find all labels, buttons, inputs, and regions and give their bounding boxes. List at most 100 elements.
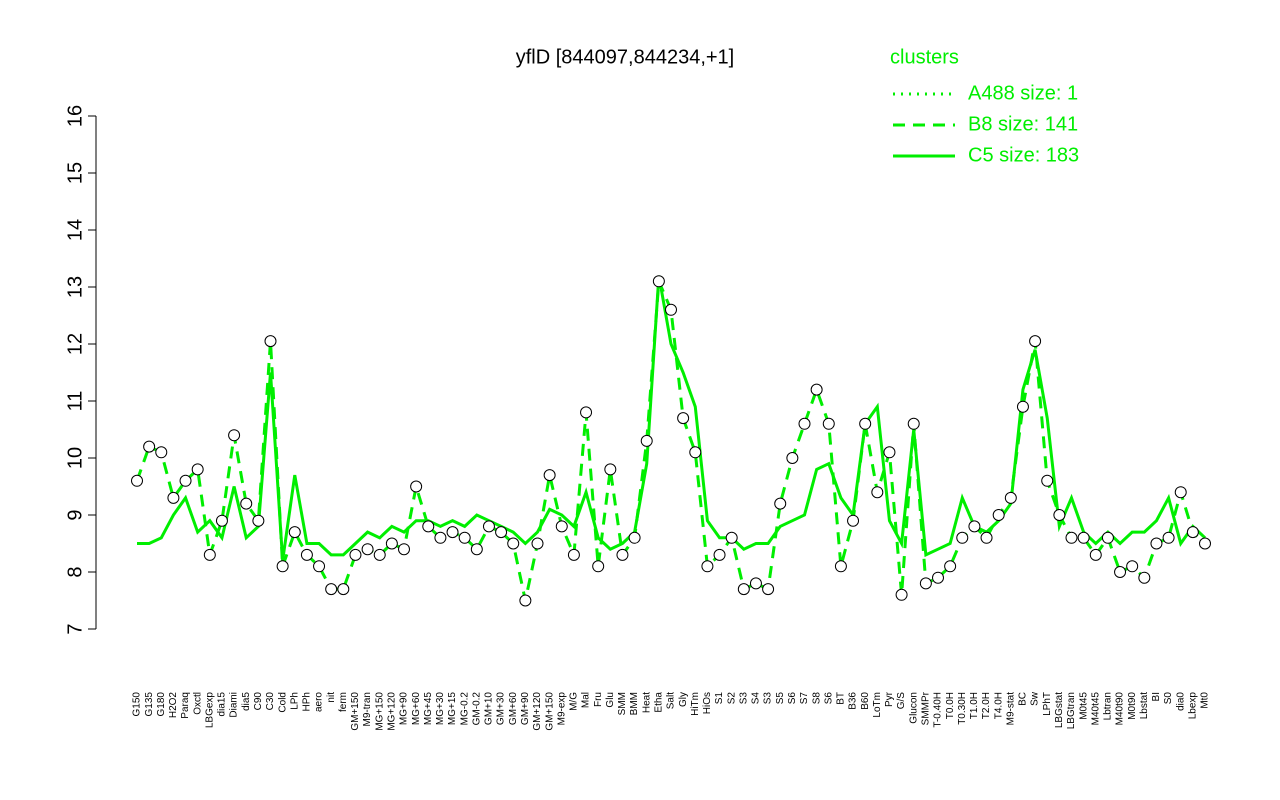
x-tick-label: H2O2 [168, 692, 179, 719]
x-tick-label: GM+150 [350, 692, 361, 731]
x-tick-label: LBGtran [1066, 692, 1077, 729]
data-point [264, 335, 277, 348]
x-tick-label: C90 [253, 692, 264, 711]
chart-title: yflD [844097,844234,+1] [516, 46, 735, 68]
x-tick-label: MG+15 [447, 692, 458, 726]
y-tick-label: 12 [64, 333, 86, 355]
data-point [616, 548, 629, 561]
x-tick-label: GM+150 [544, 692, 555, 731]
x-tick-label: BI [1151, 692, 1162, 701]
data-point [919, 577, 932, 590]
x-tick-label: M40t45 [1090, 692, 1101, 726]
data-point [276, 560, 289, 573]
x-tick-label: GM+10 [484, 692, 495, 726]
x-tick-label: MG-0.2 [459, 692, 470, 726]
data-point [1029, 335, 1042, 348]
x-tick-label: Mal [581, 692, 592, 708]
data-point [798, 417, 811, 430]
data-point [373, 548, 386, 561]
series-line [135, 280, 1207, 601]
x-tick-label: Oxctl [192, 692, 203, 715]
legend-title: clusters [890, 46, 959, 68]
data-point [652, 275, 665, 288]
y-tick-label: 7 [64, 623, 86, 634]
data-point [640, 434, 653, 447]
data-point [834, 560, 847, 573]
data-point [665, 303, 677, 316]
y-tick-label: 8 [64, 566, 86, 577]
y-tick-label: 10 [64, 447, 86, 469]
data-point [1004, 491, 1017, 504]
data-point [786, 452, 799, 464]
x-tick-label: M40t90 [1115, 692, 1126, 726]
x-tick-label: LPh [289, 692, 300, 710]
data-point [1041, 474, 1054, 487]
data-point [252, 514, 265, 527]
x-tick-label: Salt [666, 692, 677, 709]
x-tick-label: M9-exp [556, 692, 567, 726]
x-tick-label: S2 [726, 692, 737, 705]
data-point [859, 417, 872, 430]
x-tick-label: S3 [738, 692, 749, 705]
data-point [1065, 531, 1078, 544]
x-tick-label: dia0 [1175, 692, 1186, 711]
x-tick-label: B60 [860, 692, 871, 710]
data-point [847, 514, 860, 527]
data-point [907, 417, 920, 430]
data-point [422, 520, 435, 533]
x-tick-label: S6 [823, 692, 834, 705]
data-point [1114, 566, 1127, 578]
x-tick-label: S1 [714, 692, 725, 705]
x-tick-label: HiOs [702, 692, 713, 714]
data-point [155, 446, 168, 459]
x-tick-label: GM+90 [520, 692, 531, 726]
data-point [749, 577, 762, 590]
x-tick-label: M0t90 [1127, 692, 1138, 720]
x-tick-label: MG+150 [374, 692, 385, 731]
x-tick-label: MG+120 [387, 692, 398, 731]
data-point [810, 383, 823, 396]
x-tick-label: C30 [265, 692, 276, 711]
data-point [762, 583, 775, 596]
data-point [143, 440, 156, 453]
data-point [1016, 400, 1029, 413]
data-point [288, 526, 301, 539]
x-tick-label: GM+30 [496, 692, 507, 726]
x-tick-label: M/G [569, 692, 580, 711]
x-tick-label: B36 [848, 692, 859, 710]
data-point [580, 406, 593, 419]
data-point [361, 543, 374, 556]
x-tick-label: Fru [593, 692, 604, 707]
y-tick-label: 14 [64, 219, 86, 241]
x-tick-label: Etha [654, 692, 665, 713]
data-point [980, 531, 993, 544]
data-point [228, 429, 241, 442]
x-tick-label: LoTm [872, 692, 883, 718]
x-tick-label: LBGexp [204, 692, 215, 729]
x-tick-label: S4 [751, 692, 762, 705]
data-point [531, 537, 544, 550]
x-tick-label: MG+60 [411, 692, 422, 726]
x-tick-label: dia15 [217, 692, 228, 717]
x-tick-label: SMMPr [921, 691, 932, 725]
data-point [495, 526, 508, 539]
data-point [337, 583, 350, 596]
x-tick-label: G180 [156, 692, 167, 717]
data-point [1186, 526, 1199, 539]
x-tick-label: nit [326, 692, 337, 703]
x-tick-label: G150 [132, 692, 143, 717]
data-point [1126, 560, 1139, 573]
x-tick-label: Paraq [180, 692, 191, 719]
x-tick-label: G/S [896, 692, 907, 710]
data-point [1053, 509, 1066, 521]
legend-label: C5 size: 183 [968, 144, 1079, 166]
data-point [725, 531, 738, 544]
x-tick-label: GM-0.2 [471, 692, 482, 726]
data-point [482, 520, 495, 533]
x-tick-label: G135 [144, 692, 155, 717]
data-point [944, 560, 957, 573]
x-tick-label: Glu [605, 692, 616, 708]
data-point [1077, 531, 1090, 544]
data-point [1174, 486, 1187, 499]
data-point [1162, 531, 1175, 544]
